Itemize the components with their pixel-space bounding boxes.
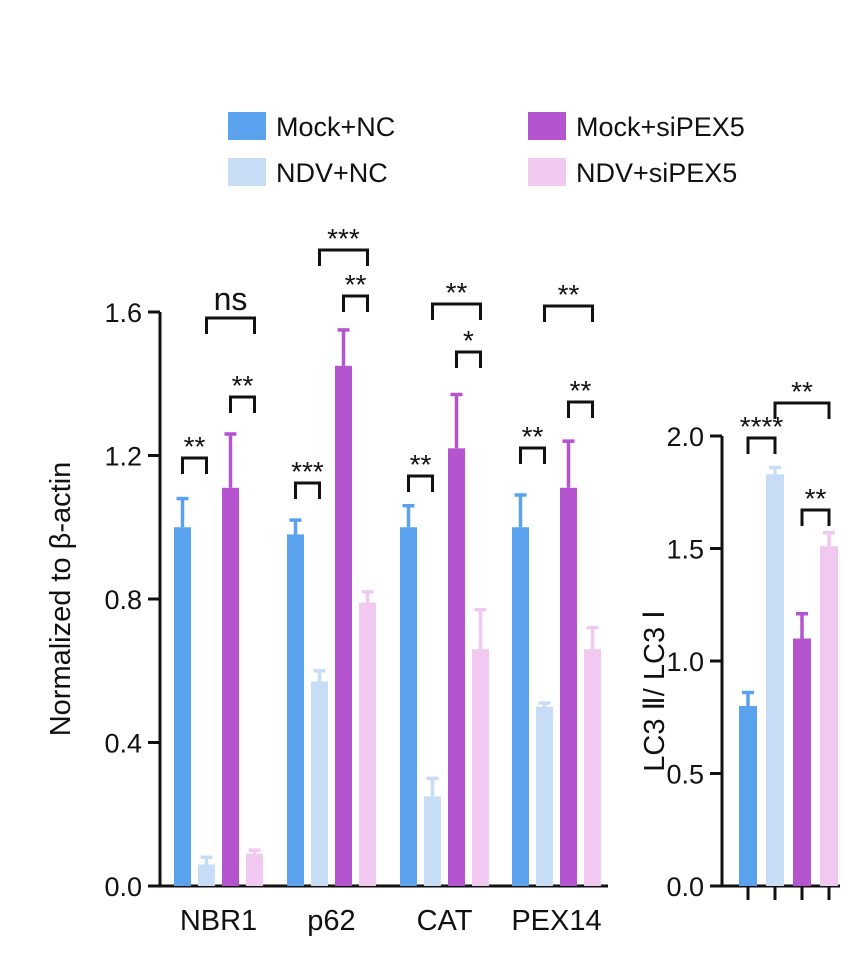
sig-cat-1-3-bracket xyxy=(431,302,482,320)
legend-label-ndv-nc: NDV+NC xyxy=(276,158,388,188)
sig-pex14-0-1-bracket xyxy=(519,446,546,464)
sig-pex14-2-3-label: ** xyxy=(570,375,592,406)
sig-nbr1-1-3-label: ns xyxy=(214,281,248,317)
legend-swatch-ndv-nc xyxy=(228,158,266,186)
x-tick-label-cat: CAT xyxy=(417,905,473,937)
bar-cat-mock-nc xyxy=(400,527,417,886)
legend: Mock+NC Mock+siPEX5 NDV+NC NDV+siPEX5 xyxy=(228,112,745,188)
sig-0-1-label: **** xyxy=(740,411,784,442)
legend-swatch-ndv-sipex5 xyxy=(528,158,566,186)
sig-cat-2-3-bracket xyxy=(455,350,482,368)
legend-label-ndv-sipex5: NDV+siPEX5 xyxy=(576,158,737,188)
bar-pex14-ndv-sipex5 xyxy=(584,649,601,886)
bar-p62-ndv-sipex5 xyxy=(359,602,376,886)
chart-markers-bar: 0.0 0.4 0.8 1.2 1.6 Normalized to β-actin NBR1… xyxy=(45,223,608,937)
bar-p62-mock-sipex5 xyxy=(335,365,352,886)
bar-p62-ndv-nc xyxy=(311,681,328,886)
y-tick-label-1-5: 1.5 xyxy=(666,535,704,565)
y-tick-label-2-0: 2.0 xyxy=(666,422,704,452)
bar-nbr1-ndv-sipex5 xyxy=(246,853,263,886)
sig-cat-0-1-label: ** xyxy=(410,449,432,480)
sig-pex14-1-3-label: ** xyxy=(558,279,580,310)
y-tick-label-0-0: 0.0 xyxy=(104,872,142,902)
sig-p62-2-3-label: ** xyxy=(345,269,367,300)
y-axis-title: LC3 Ⅱ/ LC3 Ⅰ xyxy=(639,610,671,771)
sig-p62-0-1-bracket xyxy=(294,481,321,499)
sig-cat-2-3-label: * xyxy=(463,325,474,356)
legend-swatch-mock-sipex5 xyxy=(528,112,566,140)
x-tick-label-nbr1: NBR1 xyxy=(180,905,257,937)
bar-nbr1-mock-nc xyxy=(174,527,191,886)
x-tick-label-pex14: PEX14 xyxy=(511,905,601,937)
legend-label-mock-sipex5: Mock+siPEX5 xyxy=(576,112,745,142)
x-tick-label-p62: p62 xyxy=(307,905,355,937)
sig-1-3-label: ** xyxy=(791,376,813,407)
sig-cat-0-1-bracket xyxy=(407,474,434,492)
sig-2-3-bracket xyxy=(800,508,831,526)
y-tick-label-0-4: 0.4 xyxy=(104,729,142,759)
bar-nbr1-ndv-nc xyxy=(198,864,215,886)
sig-pex14-1-3-bracket xyxy=(543,304,594,322)
sig-2-3-label: ** xyxy=(805,483,827,514)
bar-nbr1-mock-sipex5 xyxy=(222,487,239,886)
sig-0-1-bracket xyxy=(746,436,777,454)
sig-nbr1-0-1-bracket xyxy=(181,456,208,474)
legend-label-mock-nc: Mock+NC xyxy=(276,112,395,142)
legend-swatch-mock-nc xyxy=(228,112,266,140)
bar-mock-nc xyxy=(739,706,757,886)
bar-pex14-mock-nc xyxy=(512,527,529,886)
bar-cat-mock-sipex5 xyxy=(448,448,465,886)
y-tick-label-0-0: 0.0 xyxy=(666,872,704,902)
sig-pex14-2-3-bracket xyxy=(567,400,594,418)
sig-nbr1-2-3-label: ** xyxy=(232,370,254,401)
sig-p62-1-3-label: *** xyxy=(327,223,360,254)
y-tick-label-1-0: 1.0 xyxy=(666,647,704,677)
y-tick-label-1-6: 1.6 xyxy=(104,298,142,328)
sig-nbr1-0-1-label: ** xyxy=(184,431,206,462)
sig-1-3-bracket xyxy=(773,401,831,419)
y-tick-label-0-5: 0.5 xyxy=(666,760,704,790)
bar-p62-mock-nc xyxy=(287,534,304,886)
y-tick-label-1-2: 1.2 xyxy=(104,442,142,472)
sig-nbr1-2-3-bracket xyxy=(229,395,256,413)
sig-p62-0-1-label: *** xyxy=(291,456,324,487)
bar-ndv-nc xyxy=(766,474,784,886)
sig-p62-2-3-bracket xyxy=(342,294,369,312)
y-axis-title: Normalized to β-actin xyxy=(45,462,77,737)
sig-cat-1-3-label: ** xyxy=(446,277,468,308)
bar-mock-sipex5 xyxy=(793,638,811,886)
sig-nbr1-1-3-bracket xyxy=(205,316,256,334)
bar-cat-ndv-sipex5 xyxy=(472,649,489,886)
bar-pex14-ndv-nc xyxy=(536,706,553,886)
bar-cat-ndv-nc xyxy=(424,796,441,886)
bar-ndv-sipex5 xyxy=(820,546,838,886)
bar-pex14-mock-sipex5 xyxy=(560,487,577,886)
y-tick-label-0-8: 0.8 xyxy=(104,585,142,615)
sig-p62-1-3-bracket xyxy=(318,248,369,266)
sig-pex14-0-1-label: ** xyxy=(522,421,544,452)
